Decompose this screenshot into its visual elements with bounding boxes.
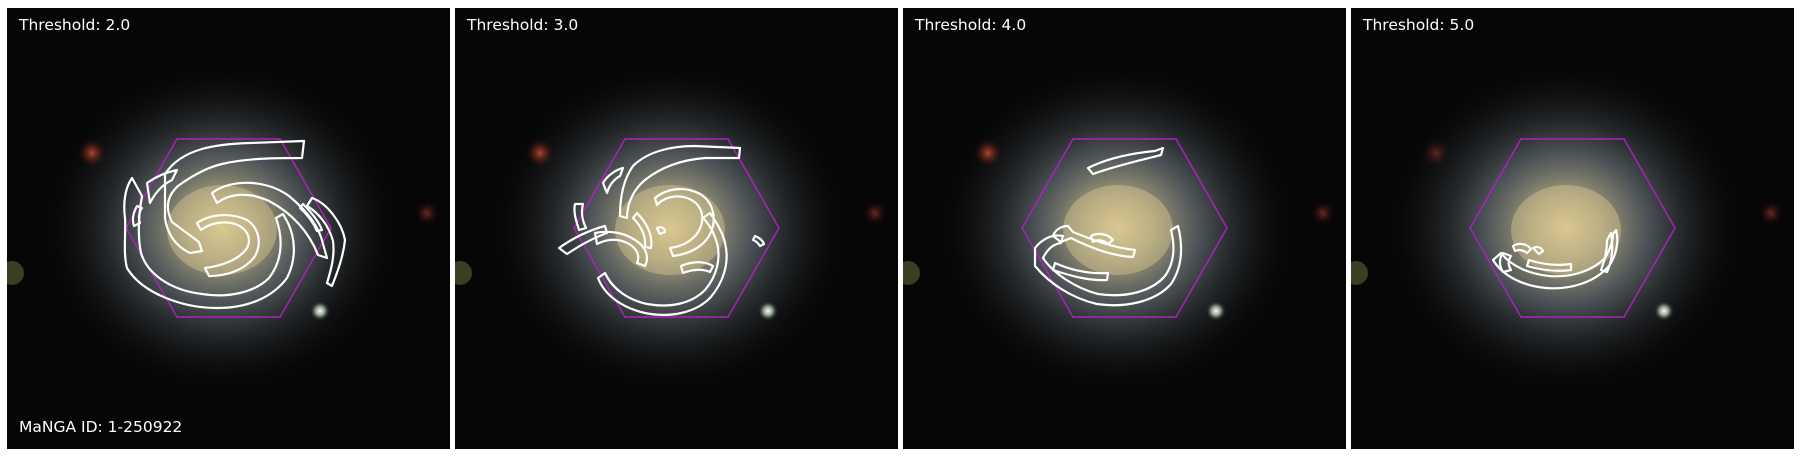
threshold-label: Threshold: 4.0: [915, 16, 1027, 34]
hexagon-footprint: [1469, 138, 1676, 318]
panel-threshold-3: Threshold: 3.0: [455, 8, 898, 449]
panel-threshold-2: Threshold: 2.0 MaNGA ID: 1-250922: [7, 8, 450, 449]
galaxy-image: [7, 8, 450, 449]
panel-threshold-5: Threshold: 5.0: [1351, 8, 1794, 449]
contours: [1491, 228, 1619, 290]
threshold-label: Threshold: 3.0: [467, 16, 579, 34]
galaxy-image: [455, 8, 898, 449]
manga-id-label: MaNGA ID: 1-250922: [19, 417, 183, 436]
galaxy-image: [903, 8, 1346, 449]
contours: [123, 139, 347, 310]
hexagon-footprint: [573, 138, 780, 318]
threshold-label: Threshold: 2.0: [19, 16, 131, 34]
panel-threshold-4: Threshold: 4.0: [903, 8, 1346, 449]
contours: [1033, 146, 1183, 307]
hexagon-footprint: [1021, 138, 1228, 318]
galaxy-image: [1351, 8, 1794, 449]
contours: [557, 144, 766, 316]
threshold-label: Threshold: 5.0: [1363, 16, 1475, 34]
